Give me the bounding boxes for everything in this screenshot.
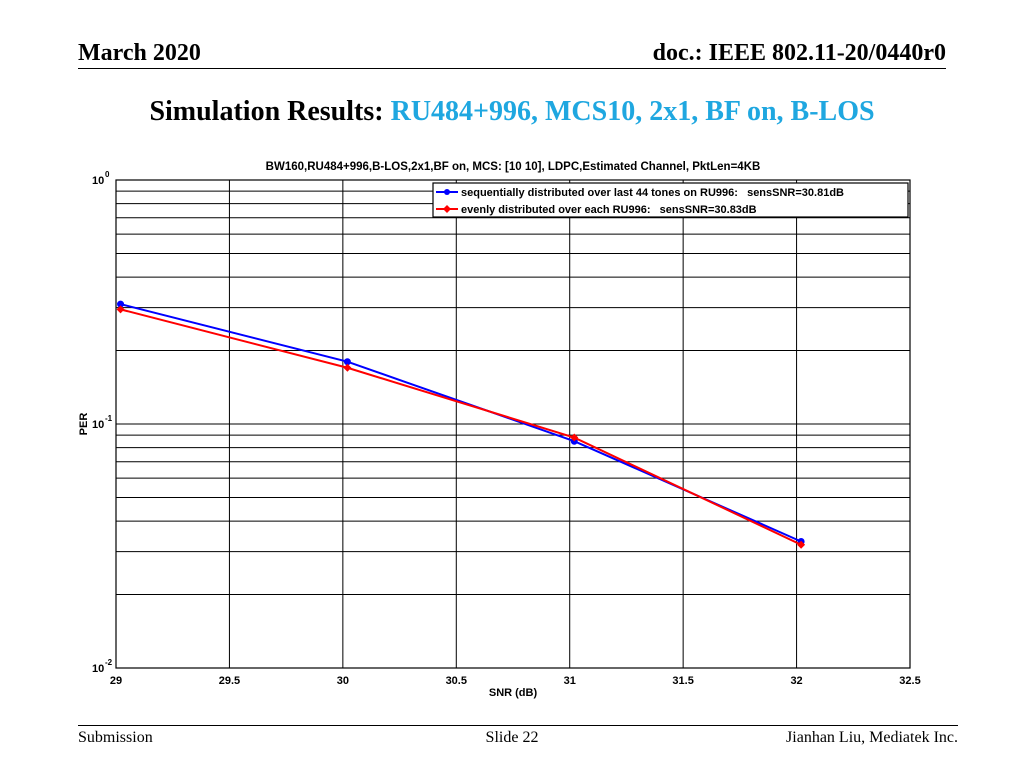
y-tick-exponent: -1 bbox=[105, 414, 113, 423]
y-axis-label: PER bbox=[78, 413, 90, 436]
footer-slide-number: Slide 22 bbox=[485, 729, 539, 746]
y-tick-label: 10 bbox=[92, 663, 104, 675]
x-tick-label: 30 bbox=[337, 675, 349, 687]
series-line-2 bbox=[120, 308, 802, 546]
legend-entry-label: sequentially distributed over last 44 to… bbox=[461, 187, 844, 199]
y-tick-exponent: -2 bbox=[105, 658, 113, 667]
footer-divider bbox=[78, 725, 958, 726]
footer-submission: Submission bbox=[78, 729, 153, 746]
axes-frame bbox=[115, 179, 911, 669]
slide-title-prefix: Simulation Results: bbox=[149, 96, 384, 127]
legend-entry-label: evenly distributed over each RU996: sens… bbox=[461, 204, 757, 216]
data-point bbox=[797, 540, 806, 549]
x-tick-label: 30.5 bbox=[446, 675, 467, 687]
legend-marker bbox=[444, 189, 450, 195]
header-date: March 2020 bbox=[78, 40, 201, 66]
data-point bbox=[570, 433, 579, 442]
x-tick-label: 31.5 bbox=[672, 675, 693, 687]
grid-lines bbox=[116, 180, 910, 668]
x-axis-label: SNR (dB) bbox=[489, 687, 538, 699]
slide-title: Simulation Results: RU484+996, MCS10, 2x… bbox=[0, 96, 1024, 128]
x-tick-label: 32 bbox=[790, 675, 802, 687]
footer-author: Jianhan Liu, Mediatek Inc. bbox=[786, 729, 958, 746]
header-doc-id: doc.: IEEE 802.11-20/0440r0 bbox=[652, 40, 946, 66]
legend-box bbox=[432, 182, 909, 218]
y-tick-label: 10 bbox=[92, 175, 104, 187]
data-point bbox=[343, 363, 352, 372]
x-tick-label: 29.5 bbox=[219, 675, 240, 687]
legend: sequentially distributed over last 44 to… bbox=[432, 182, 909, 218]
slide-title-highlight: RU484+996, MCS10, 2x1, BF on, B-LOS bbox=[390, 96, 875, 127]
data-point bbox=[116, 305, 125, 314]
x-tick-label: 31 bbox=[564, 675, 576, 687]
header-divider bbox=[78, 68, 946, 69]
x-tick-label: 32.5 bbox=[899, 675, 920, 687]
y-tick-label: 10 bbox=[92, 419, 104, 431]
y-tick-exponent: 0 bbox=[105, 170, 110, 179]
x-tick-label: 29 bbox=[110, 675, 122, 687]
chart-title: BW160,RU484+996,B-LOS,2x1,BF on, MCS: [1… bbox=[266, 161, 761, 173]
legend-marker bbox=[443, 205, 451, 213]
